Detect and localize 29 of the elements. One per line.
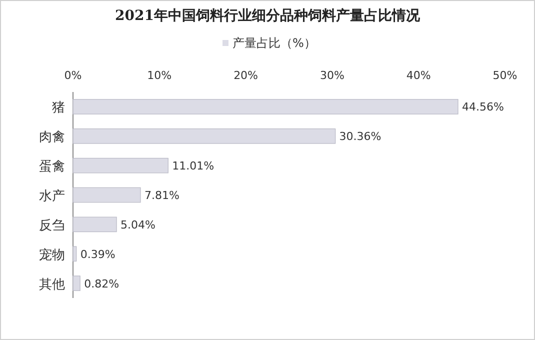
x-tick-label: 20% bbox=[234, 69, 258, 82]
bar bbox=[72, 246, 77, 262]
x-tick-label: 10% bbox=[147, 69, 172, 82]
x-tick-label: 40% bbox=[406, 69, 431, 82]
data-label: 11.01% bbox=[172, 160, 214, 173]
bar bbox=[72, 158, 168, 174]
x-tick-label: 0% bbox=[64, 69, 82, 82]
y-tick-label: 肉禽 bbox=[39, 130, 65, 146]
bar bbox=[72, 128, 336, 144]
data-label: 44.56% bbox=[462, 100, 504, 114]
bar bbox=[72, 276, 80, 291]
legend: 产量占比（%） bbox=[222, 36, 316, 50]
data-label: 5.04% bbox=[120, 218, 156, 232]
y-tick-label: 蛋禽 bbox=[39, 160, 65, 175]
bar bbox=[72, 187, 141, 203]
bar bbox=[72, 216, 117, 232]
data-label: 0.39% bbox=[80, 248, 116, 261]
y-tick-label: 其他 bbox=[39, 277, 65, 292]
data-label: 0.82% bbox=[84, 277, 120, 290]
y-tick-label: 水产 bbox=[39, 189, 65, 204]
y-tick-label: 反刍 bbox=[39, 218, 65, 234]
bar bbox=[72, 99, 458, 114]
data-label: 30.36% bbox=[339, 130, 382, 144]
x-tick-label: 30% bbox=[320, 69, 344, 82]
chart-title: 2021年中国饲料行业细分品种饲料产量占比情况 bbox=[115, 7, 421, 24]
data-label: 7.81% bbox=[144, 189, 180, 202]
y-tick-label: 猪 bbox=[52, 100, 65, 116]
x-tick-label: 50% bbox=[492, 69, 518, 82]
y-tick-label: 宠物 bbox=[39, 248, 65, 263]
